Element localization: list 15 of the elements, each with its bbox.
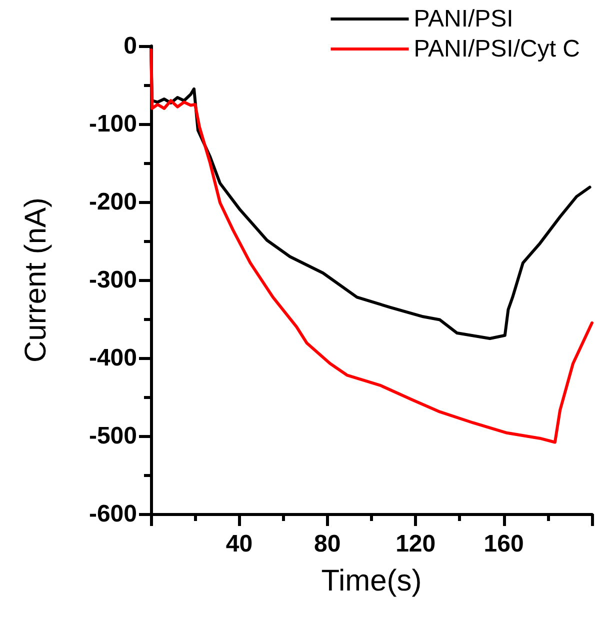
y-tick-label: 0 [124,32,137,60]
x-axis-title: Time(s) [321,564,422,598]
legend-label: PANI/PSI/Cyt C [414,36,580,62]
y-tick-label: -100 [88,110,137,138]
y-tick-label: -600 [88,500,137,528]
x-tick-label: 80 [314,530,341,558]
y-tick-label: -300 [88,266,137,294]
x-tick-label: 120 [396,530,436,558]
x-tick-label: 40 [226,530,253,558]
x-tick-label: 160 [484,530,524,558]
legend-label: PANI/PSI [414,6,514,32]
y-axis-title: Current (nA) [20,197,52,363]
y-tick-label: -400 [88,344,137,372]
y-tick-label: -200 [88,188,137,216]
y-tick-label: -500 [88,422,137,450]
